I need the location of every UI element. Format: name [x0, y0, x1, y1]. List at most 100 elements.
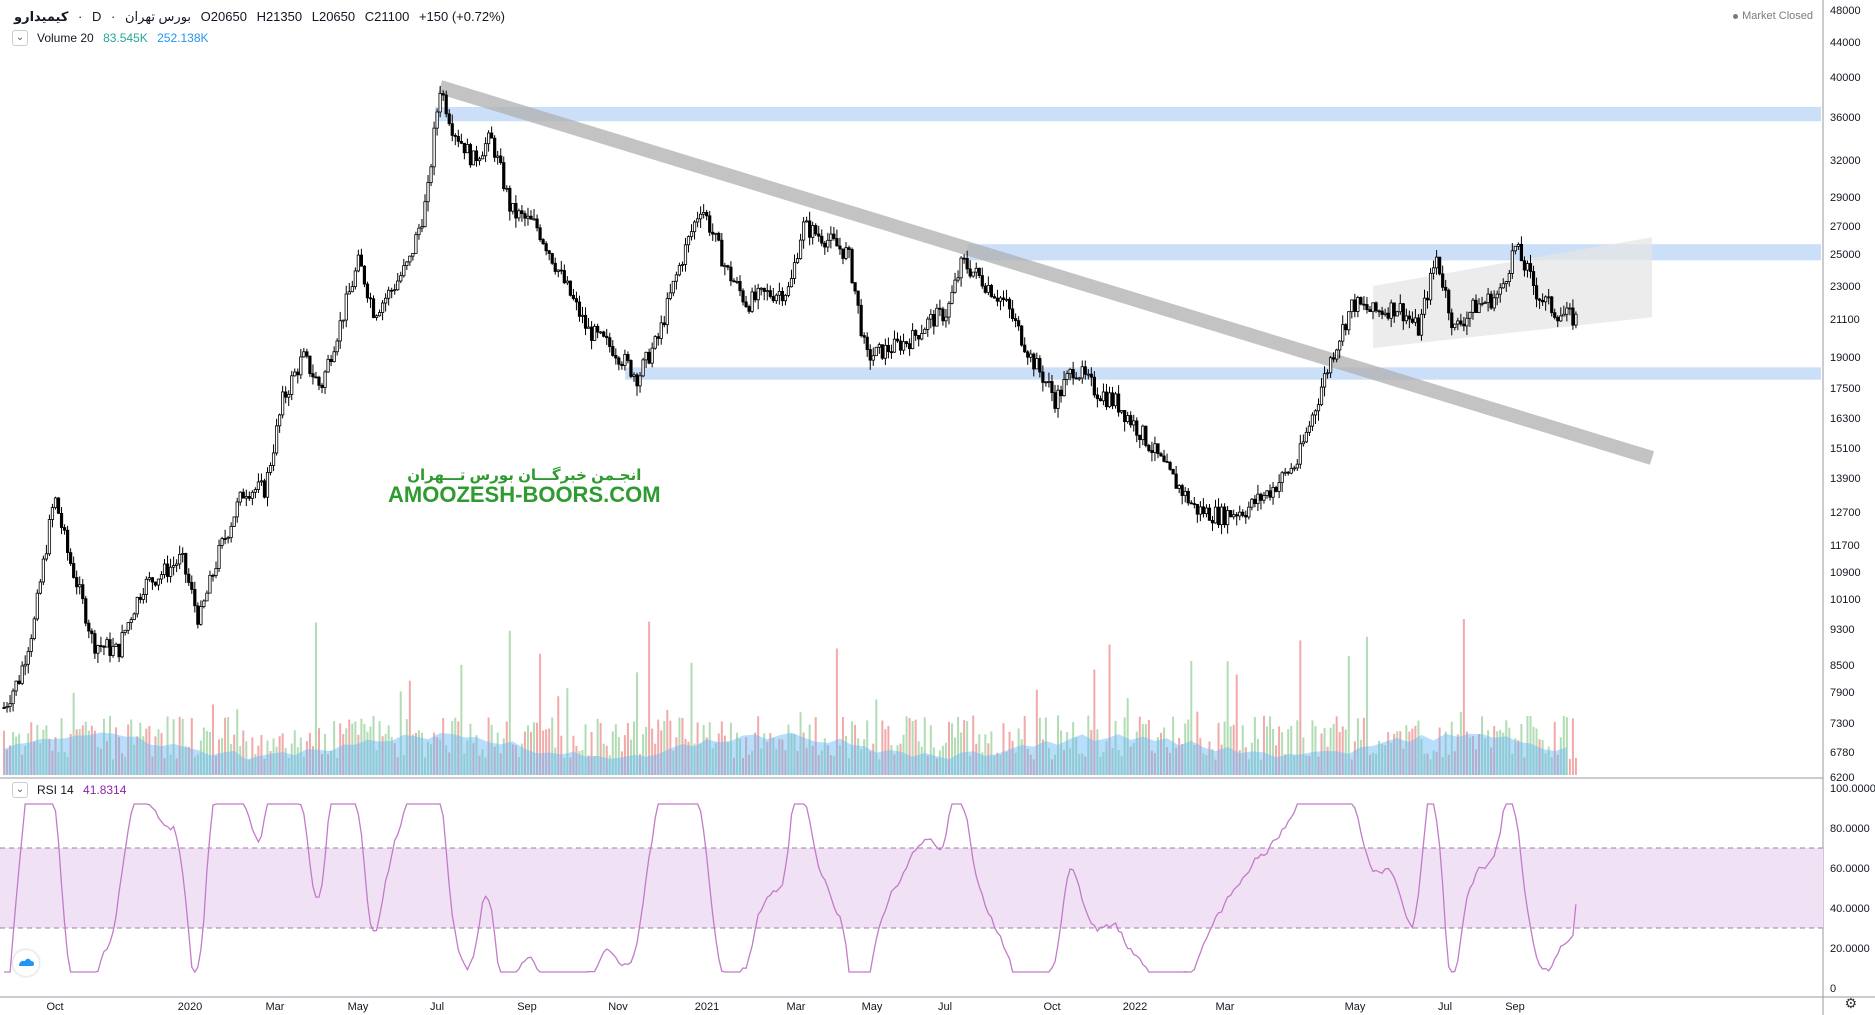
candle-body	[605, 335, 609, 339]
candle-body	[883, 344, 887, 359]
volume-bar	[611, 731, 614, 775]
candle-body	[274, 425, 279, 454]
settings-gear-icon[interactable]: ⚙	[1844, 995, 1857, 1011]
volume-bar	[305, 741, 308, 775]
candle-body	[644, 351, 648, 361]
candle-body	[608, 337, 612, 347]
volume-bar	[723, 735, 726, 775]
volume-bar	[1305, 755, 1308, 775]
volume-bar	[1123, 717, 1126, 775]
volume-bar	[963, 720, 966, 775]
volume-bar	[1565, 717, 1568, 775]
volume-bar	[1057, 715, 1060, 775]
volume-bar	[533, 722, 536, 775]
volume-bar	[1559, 737, 1562, 775]
candle-body	[1471, 299, 1475, 313]
volume-bar	[1017, 728, 1020, 775]
volume-bar	[1487, 730, 1490, 775]
volume-bar	[36, 724, 39, 775]
tradingview-logo-icon[interactable]	[13, 950, 39, 976]
volume-bar	[1184, 723, 1187, 775]
volume-bar	[290, 743, 293, 775]
candle-body	[1438, 256, 1442, 275]
candle-body	[1450, 312, 1454, 329]
volume-bar	[115, 727, 118, 775]
volume-bar	[911, 720, 914, 775]
candle-body	[474, 150, 479, 162]
volume-bar	[457, 721, 460, 775]
candle-body	[977, 267, 981, 276]
rsi-collapse-button[interactable]: ⌄	[12, 782, 28, 798]
volume-bar	[860, 749, 863, 775]
candle-body	[741, 290, 745, 303]
candle-body	[1562, 313, 1566, 317]
volume-bar	[242, 730, 245, 775]
candle-body	[1431, 267, 1436, 274]
candle-body	[1401, 303, 1405, 322]
volume-bar	[1338, 732, 1341, 775]
volume-bar	[260, 735, 263, 775]
interval-label[interactable]: D	[92, 9, 102, 24]
candle-body	[1407, 315, 1411, 320]
volume-bar	[748, 754, 751, 775]
volume-bar	[1150, 750, 1153, 775]
volume-bar	[1217, 722, 1220, 775]
candle-body	[320, 384, 324, 388]
volume-bar	[439, 739, 442, 775]
volume-bar	[1241, 725, 1244, 775]
candle-body	[1244, 515, 1248, 518]
volume-bar	[424, 757, 427, 775]
volume-bar	[175, 758, 178, 775]
volume-bar	[1417, 720, 1420, 775]
volume-bar	[835, 648, 838, 775]
candle-body	[817, 233, 821, 237]
volume-bar	[178, 716, 181, 775]
candle-body	[505, 187, 509, 190]
candle-body	[138, 596, 142, 600]
candle-body	[87, 622, 91, 632]
symbol-name[interactable]: کیمیدارو	[14, 9, 69, 24]
candle-body	[871, 355, 875, 361]
volume-bar	[857, 738, 860, 775]
candle-body	[720, 239, 724, 267]
volume-collapse-button[interactable]: ⌄	[12, 30, 28, 46]
candle-body	[1316, 404, 1321, 412]
volume-bar	[745, 737, 748, 775]
volume-bar	[687, 741, 690, 775]
time-axis-label: 2020	[178, 1001, 202, 1013]
volume-bar	[714, 743, 717, 775]
volume-bar	[478, 755, 481, 775]
candle-body	[147, 577, 151, 580]
volume-bar	[608, 755, 611, 775]
volume-bar	[1314, 726, 1317, 775]
volume-bar	[1238, 750, 1241, 775]
volume-bar	[493, 746, 496, 775]
volume-bar	[1317, 756, 1320, 775]
volume-bar	[984, 734, 987, 775]
candle-body	[159, 574, 164, 580]
volume-bar	[475, 735, 478, 775]
volume-bar	[1138, 716, 1141, 775]
candle-body	[808, 220, 812, 238]
candle-body	[702, 212, 706, 215]
candle-body	[1507, 273, 1511, 282]
candle-body	[50, 507, 55, 520]
candle-body	[1207, 507, 1212, 521]
volume-bar	[1514, 738, 1517, 775]
candle-body	[565, 280, 569, 284]
volume-bar	[908, 717, 911, 775]
price-axis-label: 7900	[1830, 687, 1854, 699]
volume-bar	[45, 725, 48, 775]
volume-bar	[890, 745, 893, 775]
candle-body	[217, 545, 221, 569]
candle-body	[1383, 312, 1387, 315]
candle-body	[477, 158, 482, 162]
candle-body	[1219, 506, 1224, 526]
volume-bar	[1350, 759, 1353, 775]
candle-body	[1192, 503, 1196, 505]
candle-body	[47, 519, 52, 555]
volume-bar	[990, 731, 993, 775]
volume-bar	[954, 737, 957, 775]
candle-body	[929, 313, 933, 320]
